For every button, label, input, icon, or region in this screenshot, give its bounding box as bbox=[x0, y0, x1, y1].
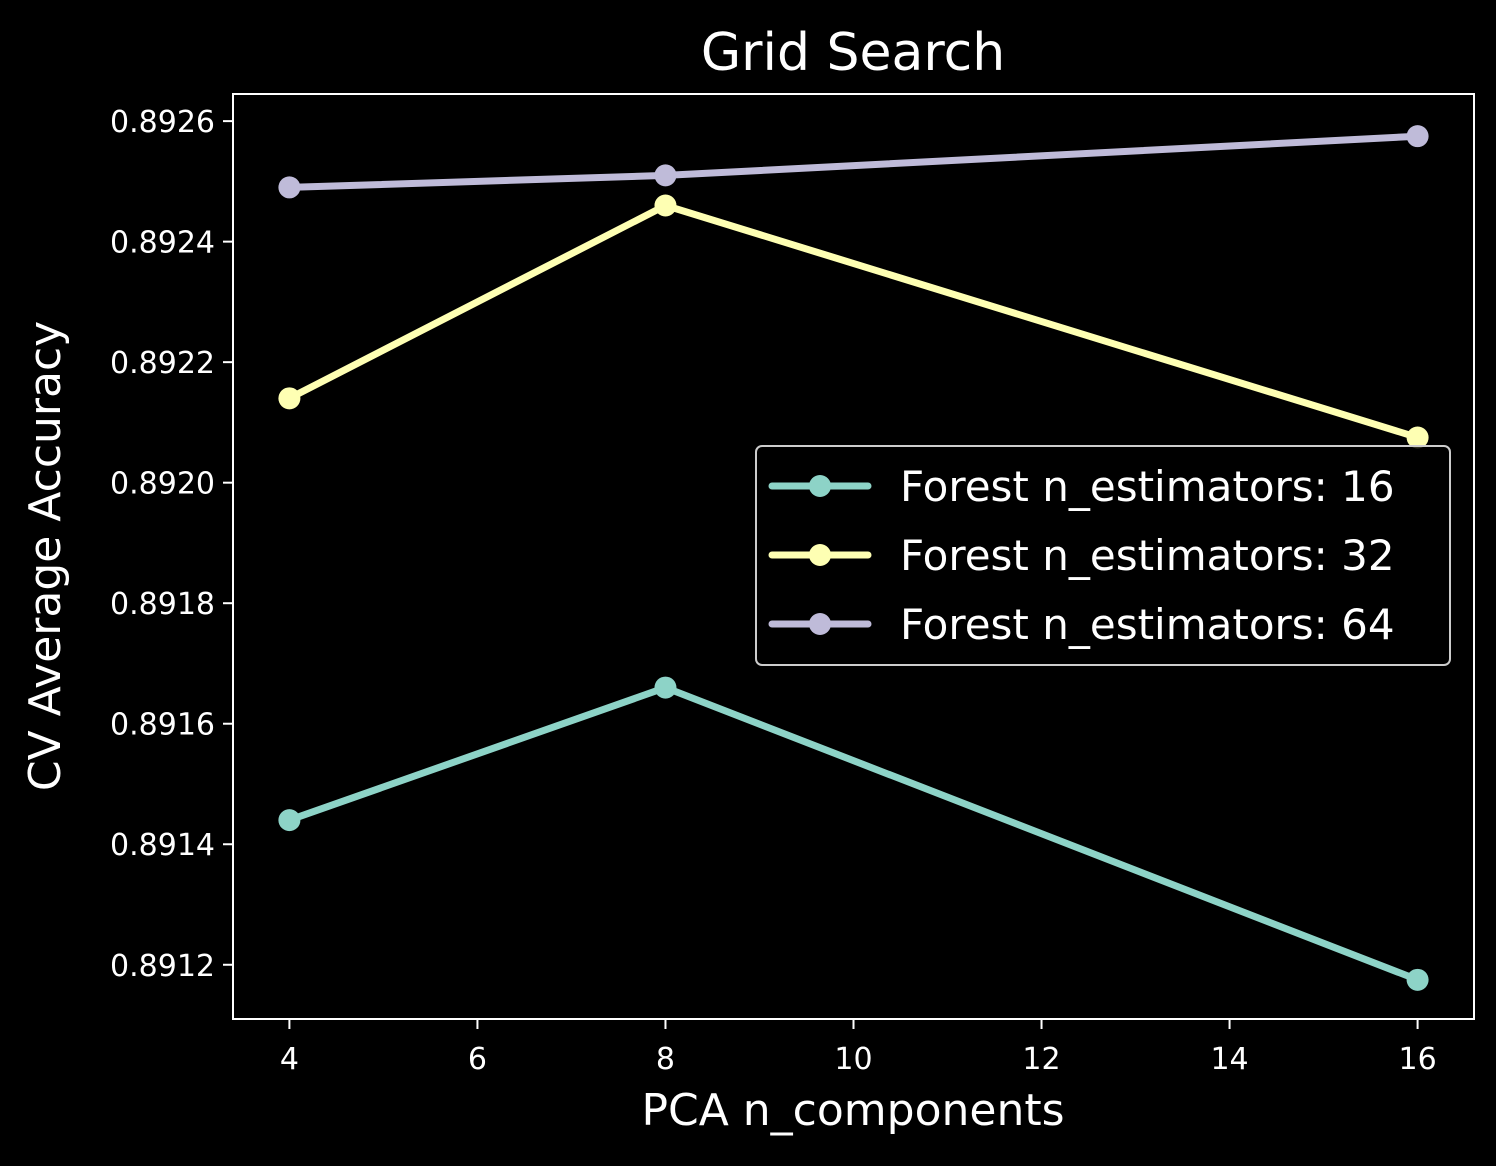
data-point bbox=[654, 676, 677, 699]
legend-swatch-marker bbox=[809, 544, 831, 566]
y-tick-label: 0.8914 bbox=[110, 828, 215, 863]
x-tick-label: 16 bbox=[1398, 1042, 1436, 1077]
data-point bbox=[1406, 426, 1429, 449]
legend-item: Forest n_estimators: 64 bbox=[768, 600, 1395, 649]
legend-swatch-marker bbox=[809, 475, 831, 497]
y-axis-label: CV Average Accuracy bbox=[20, 321, 71, 791]
x-axis: 4 6 8 10 12 14 16 bbox=[280, 1019, 1437, 1077]
x-tick-label: 6 bbox=[468, 1042, 487, 1077]
y-tick-label: 0.8916 bbox=[110, 708, 215, 743]
legend-label: Forest n_estimators: 64 bbox=[900, 600, 1395, 649]
data-point bbox=[1406, 125, 1429, 148]
legend: Forest n_estimators: 16 Forest n_estimato… bbox=[755, 445, 1451, 666]
data-point bbox=[654, 194, 677, 217]
data-point bbox=[278, 809, 301, 832]
y-axis: 0.8912 0.8914 0.8916 0.8918 0.8920 0.8922 0.89… bbox=[110, 105, 233, 984]
y-tick-label: 0.8926 bbox=[110, 105, 215, 140]
x-tick-label: 8 bbox=[656, 1042, 675, 1077]
legend-label: Forest n_estimators: 16 bbox=[900, 462, 1395, 511]
legend-item: Forest n_estimators: 16 bbox=[768, 462, 1395, 511]
series-1 bbox=[278, 676, 1429, 991]
series-3 bbox=[278, 125, 1429, 199]
legend-label: Forest n_estimators: 32 bbox=[900, 531, 1395, 580]
x-tick-label: 14 bbox=[1210, 1042, 1248, 1077]
series-2 bbox=[278, 194, 1429, 449]
data-point bbox=[278, 176, 301, 199]
x-tick-label: 4 bbox=[280, 1042, 299, 1077]
y-tick-label: 0.8912 bbox=[110, 949, 215, 984]
x-tick-label: 10 bbox=[834, 1042, 872, 1077]
x-tick-label: 12 bbox=[1022, 1042, 1060, 1077]
chart-title: Grid Search bbox=[701, 23, 1005, 83]
plot-area bbox=[278, 125, 1429, 991]
legend-item: Forest n_estimators: 32 bbox=[768, 531, 1395, 580]
legend-frame bbox=[755, 445, 1451, 666]
data-point bbox=[654, 164, 677, 187]
data-point bbox=[1406, 968, 1429, 991]
y-tick-label: 0.8918 bbox=[110, 587, 215, 622]
y-tick-label: 0.8920 bbox=[110, 467, 215, 502]
y-tick-label: 0.8922 bbox=[110, 346, 215, 381]
data-point bbox=[278, 387, 301, 410]
x-axis-label: PCA n_components bbox=[641, 1085, 1064, 1136]
legend-swatch-marker bbox=[809, 613, 831, 635]
y-tick-label: 0.8924 bbox=[110, 226, 215, 261]
